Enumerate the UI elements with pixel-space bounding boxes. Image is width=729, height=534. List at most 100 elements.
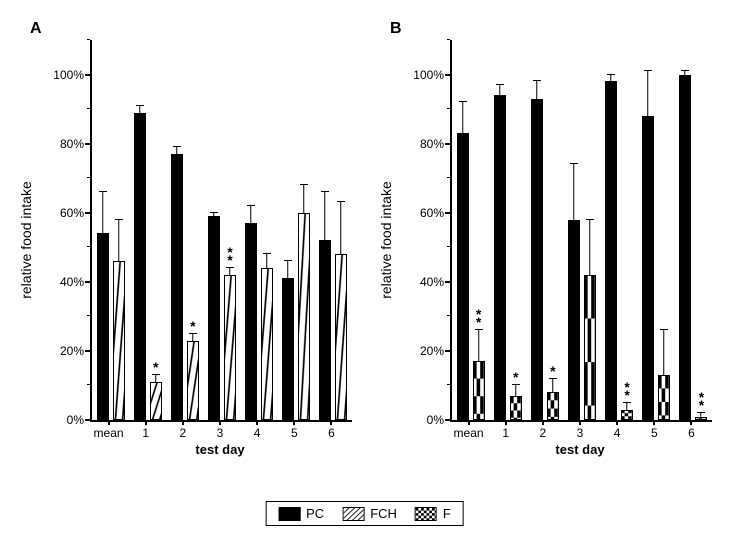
x-tick — [330, 420, 332, 425]
error-bar — [213, 213, 214, 216]
x-tick — [505, 420, 507, 425]
bar-pc — [531, 99, 543, 420]
error-bar — [499, 85, 500, 95]
panel-a: A relative food intake 0%20%40%60%80%100… — [30, 20, 360, 460]
error-bar — [304, 185, 305, 213]
error-cap — [263, 253, 271, 254]
significance-marker: * — [513, 373, 518, 381]
error-cap — [586, 219, 594, 220]
error-bar — [266, 254, 267, 268]
x-tick — [108, 420, 110, 425]
plot-b: ******** — [450, 40, 712, 422]
significance-marker: * — [190, 322, 195, 330]
x-tick-label: 3 — [217, 426, 224, 440]
x-tick-label: 6 — [328, 426, 335, 440]
bar-pc — [642, 116, 654, 420]
x-tick — [690, 420, 692, 425]
significance-marker: ** — [476, 310, 481, 326]
error-cap — [459, 101, 467, 102]
x-tick — [256, 420, 258, 425]
error-cap — [247, 205, 255, 206]
x-axis-title: test day — [555, 442, 604, 457]
error-cap — [300, 184, 308, 185]
bar-pc — [134, 113, 146, 420]
y-axis-title: relative food intake — [18, 181, 34, 299]
bar-f — [621, 410, 633, 420]
bar-pc — [605, 81, 617, 420]
legend-swatch-fch — [342, 507, 364, 521]
error-cap — [136, 105, 144, 106]
error-cap — [533, 80, 541, 81]
bar-pc — [494, 95, 506, 420]
y-tick-label: 80% — [404, 137, 444, 151]
x-tick-label: mean — [454, 426, 484, 440]
bar-pc — [208, 216, 220, 420]
error-cap — [681, 70, 689, 71]
significance-marker: ** — [699, 393, 704, 409]
error-bar — [118, 220, 119, 261]
x-tick — [653, 420, 655, 425]
y-tick-label: 60% — [44, 206, 84, 220]
legend-item-fch: FCH — [342, 506, 397, 521]
error-cap — [337, 201, 345, 202]
error-cap — [644, 70, 652, 71]
error-bar — [573, 164, 574, 219]
error-cap — [607, 74, 615, 75]
error-cap — [115, 219, 123, 220]
error-bar — [155, 375, 156, 382]
x-axis-a: test day mean123456 — [90, 420, 350, 460]
error-bar — [685, 71, 686, 74]
y-tick-label: 0% — [44, 413, 84, 427]
error-cap — [284, 260, 292, 261]
x-tick — [616, 420, 618, 425]
error-cap — [570, 163, 578, 164]
x-tick-label: mean — [94, 426, 124, 440]
error-bar — [102, 192, 103, 233]
bar-fch — [261, 268, 273, 420]
y-axis-a: 0%20%40%60%80%100% — [55, 40, 90, 420]
y-tick-label: 100% — [44, 68, 84, 82]
bar-fch — [150, 382, 162, 420]
error-cap — [99, 191, 107, 192]
y-tick-label: 80% — [44, 137, 84, 151]
bar-pc — [245, 223, 257, 420]
bar-fch — [187, 341, 199, 420]
y-tick-label: 60% — [404, 206, 444, 220]
x-tick — [145, 420, 147, 425]
x-tick — [468, 420, 470, 425]
legend-label-fch: FCH — [370, 506, 397, 521]
legend-swatch-pc — [278, 507, 300, 521]
error-bar — [341, 202, 342, 254]
legend-swatch-f — [415, 507, 437, 521]
x-tick-label: 5 — [291, 426, 298, 440]
error-bar — [139, 106, 140, 113]
bar-pc — [282, 278, 294, 420]
x-tick — [182, 420, 184, 425]
y-tick-label: 20% — [404, 344, 444, 358]
x-tick-label: 5 — [651, 426, 658, 440]
bar-pc — [319, 240, 331, 420]
x-axis-b: test day mean123456 — [450, 420, 710, 460]
error-bar — [589, 220, 590, 275]
error-bar — [176, 147, 177, 154]
legend-item-f: F — [415, 506, 451, 521]
bar-f — [658, 375, 670, 420]
y-axis-b: 0%20%40%60%80%100% — [415, 40, 450, 420]
x-tick — [293, 420, 295, 425]
y-tick-label: 40% — [44, 275, 84, 289]
panel-b: B relative food intake 0%20%40%60%80%100… — [390, 20, 720, 460]
significance-marker: * — [550, 367, 555, 375]
bar-pc — [679, 75, 691, 420]
panel-b-label: B — [390, 20, 402, 38]
x-tick — [542, 420, 544, 425]
bar-fch — [113, 261, 125, 420]
error-bar — [552, 379, 553, 393]
error-cap — [173, 146, 181, 147]
bar-pc — [457, 133, 469, 420]
error-bar — [626, 403, 627, 410]
y-tick-label: 100% — [404, 68, 444, 82]
bar-pc — [568, 220, 580, 420]
bar-fch — [335, 254, 347, 420]
error-cap — [496, 84, 504, 85]
bar-f — [584, 275, 596, 420]
